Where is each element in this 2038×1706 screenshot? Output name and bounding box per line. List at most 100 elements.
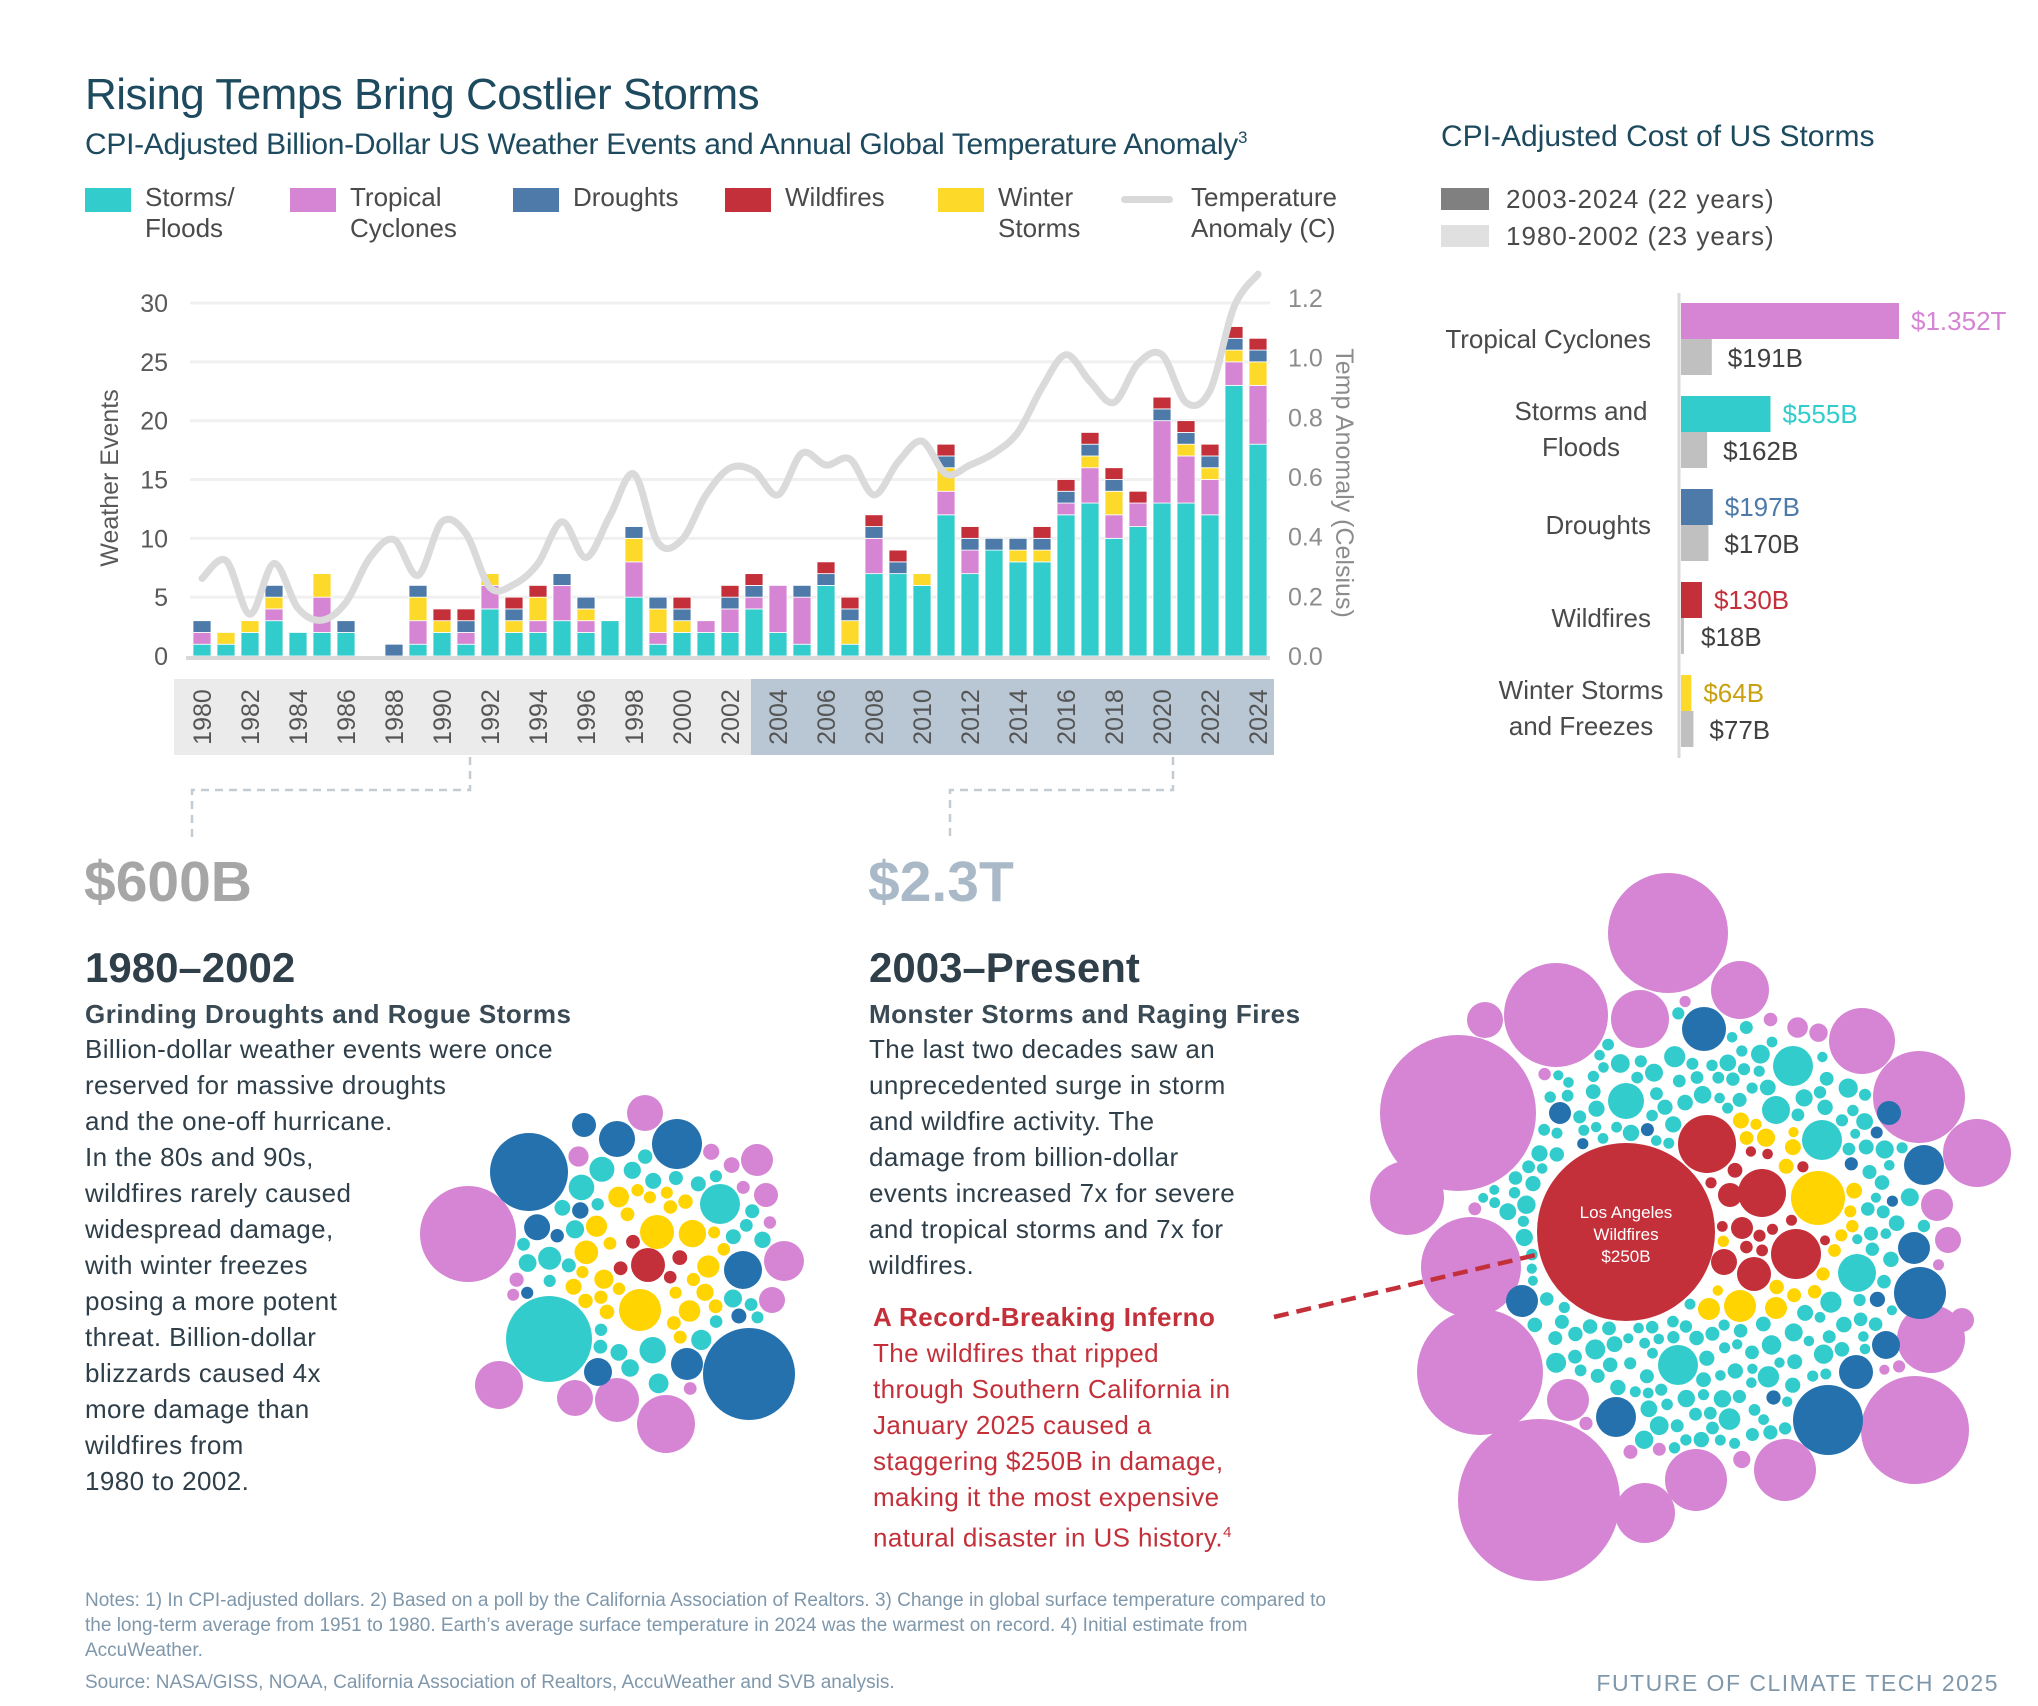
bubble-tropical [1370,1161,1444,1235]
y-tick-label: 0 [154,643,168,671]
bubble-storms [1747,1363,1758,1375]
bubble-storms [1757,1366,1780,1388]
cost-comparison-chart: $1.352T $191B Tropical Cyclones $555B $162B S… [1445,293,2007,758]
bubble-winter [1791,1171,1845,1225]
bubble-storms [1739,1021,1753,1034]
bubble-wildfires [1820,1235,1830,1246]
bubble-droughts [1844,1157,1858,1171]
bubble-tropical [1950,1308,1974,1332]
bar-segment-tropical-cyclones [936,490,956,516]
legend-label: Anomaly (C) [1191,213,1336,243]
bubble-winter [1778,1158,1794,1174]
bar-segment-wildfires [888,549,908,563]
bubble-storms [1858,1139,1874,1155]
bubble-storms [1527,1275,1538,1286]
bubble-winter [1787,1288,1802,1303]
y-axis-title: Weather Events [96,389,124,566]
bubble-tropical [1417,1309,1543,1435]
bar-segment-tropical-cyclones [408,620,428,645]
bubble-storms [1568,1326,1583,1342]
square-swatch-icon [1441,225,1489,247]
bubble-winter [663,1200,678,1214]
bar-segment-tropical-cyclones [768,585,788,633]
bubble-storms [1759,1079,1776,1096]
bubble-storms [1853,1293,1866,1307]
bubble-storms [1634,1430,1654,1450]
bubble-storms [517,1237,530,1251]
bubble-wildfires [663,1270,677,1284]
bar-segment-tropical-cyclones [744,596,764,610]
bubble-storms [691,1329,712,1350]
legend-label: Floods [145,213,224,243]
bubble-tropical [595,1378,639,1422]
bar-segment-wildfires [864,514,884,527]
bar-segment-wildfires [1152,396,1172,410]
value-label-1980-2002: $170B [1724,529,1799,559]
text-line: staggering $250B in damage, [873,1446,1224,1476]
x-tick-label: 1996 [573,689,601,745]
bubble-storms [1642,1387,1654,1399]
y-tick-label: 30 [140,290,168,318]
bubble-label: Wildfires [1593,1225,1658,1244]
bar-segment-droughts [1200,455,1220,469]
bubble-storms [1884,1160,1895,1171]
bar-segment-storms-floods [960,573,980,657]
bar-segment-wildfires [720,585,740,598]
bubble-storms [1693,1431,1710,1448]
bubble-storms [1733,1324,1748,1338]
bubble-storms [1807,1370,1819,1382]
bubble-storms [1726,1032,1738,1043]
bubble-wildfires [672,1250,688,1265]
bubble-storms [1574,1364,1587,1377]
footnote-ref: 4 [1223,1524,1232,1541]
bubble-storms [645,1172,662,1189]
bubble-tropical [1787,1017,1808,1038]
y2-tick-label: 0.8 [1288,404,1323,432]
bar-segment-storms-floods [648,643,668,657]
bubble-winter [1844,1205,1857,1218]
bubble-tropical [475,1361,523,1409]
bubble-wildfires [1731,1217,1753,1239]
bar-segment-storms-floods [696,632,716,657]
bubble-droughts [1640,1123,1654,1137]
bar-segment-winter-storms [912,573,932,586]
x-tick-label: 2010 [909,689,937,745]
bubble-wildfires [1756,1244,1768,1257]
bar-segment-storms-floods [576,632,596,657]
x-tick-label: 1990 [429,689,457,745]
bubble-winter [686,1272,701,1287]
bar-segment-droughts [720,596,740,610]
bubble-storms [1761,1335,1782,1355]
x-tick-label: 2020 [1149,689,1177,745]
bar-segment-tropical-cyclones [264,608,284,622]
square-swatch-icon [85,188,131,212]
text-line: and tropical storms and 7x for [869,1214,1224,1244]
bubble-winter [1846,1182,1862,1199]
bubble-storms [1813,1344,1834,1364]
square-swatch-icon [1441,188,1489,210]
bubble-droughts [652,1119,702,1169]
bubble-wildfires [1537,1143,1715,1321]
bar-segment-droughts [576,596,596,610]
bubble-storms [1517,1195,1536,1214]
bubble-storms [1508,1171,1523,1185]
bar-2003-2024 [1681,303,1899,339]
text-line: blizzards caused 4x [85,1358,321,1388]
bubble-droughts [703,1328,795,1420]
bubble-storms [1677,1094,1693,1111]
bubble-storms [1499,1203,1517,1221]
bar-segment-droughts [960,537,980,551]
bubble-storms [1582,1319,1598,1334]
bubble-droughts [1577,1138,1589,1150]
bar-segment-droughts [1032,537,1052,551]
bubble-tropical [741,1144,773,1176]
x-tick-label: 2016 [1053,689,1081,745]
bubble-storms [1774,1357,1785,1368]
bubble-tropical [557,1380,593,1416]
bubble-storms [1874,1175,1890,1190]
bar-segment-storms-floods [1056,514,1076,657]
bubble-storms [1727,1363,1744,1379]
bubble-droughts [524,1214,551,1241]
bar-1980-2002 [1681,618,1684,654]
bar-segment-tropical-cyclones [864,537,884,575]
